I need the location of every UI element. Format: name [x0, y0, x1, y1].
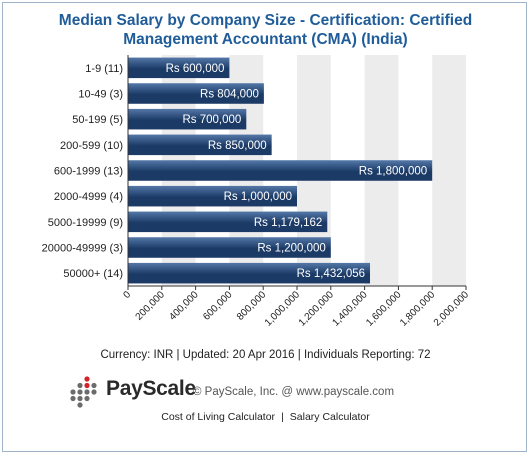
logo-dot: [70, 389, 76, 395]
category-label: 50000+ (14): [63, 268, 123, 280]
category-label: 1-9 (11): [85, 63, 123, 75]
bar: [128, 57, 230, 79]
logo-dot: [84, 376, 90, 382]
salary-calculator-link[interactable]: Salary Calculator: [289, 411, 370, 423]
x-tick-label: 1,600,000: [364, 289, 404, 329]
bar: [128, 211, 328, 233]
x-tick-label: 1,400,000: [330, 289, 370, 329]
bar-value-label: Rs 1,179,162: [254, 217, 322, 229]
logo-dot: [84, 382, 90, 389]
bar-value-label: Rs 1,800,000: [359, 166, 427, 178]
bar: [128, 262, 371, 284]
bar-value-label: Rs 1,200,000: [257, 243, 325, 255]
x-tick-label: 200,000: [134, 289, 168, 323]
category-label: 600-1999 (13): [54, 166, 123, 178]
plot-band: [432, 55, 466, 286]
bar: [128, 134, 272, 156]
chart-frame: Median Salary by Company Size - Certific…: [2, 2, 527, 452]
bar: [128, 108, 247, 130]
report-meta: Currency: INR | Updated: 20 Apr 2016 | I…: [100, 349, 431, 361]
x-tick-label: 1,800,000: [398, 289, 438, 329]
bar-value-label: Rs 600,000: [166, 63, 225, 75]
chart-title-line-1: Median Salary by Company Size - Certific…: [58, 12, 473, 29]
x-tick-label: 1,000,000: [263, 289, 303, 329]
bar: [128, 237, 331, 258]
logo-dot: [77, 402, 83, 408]
logo-dot: [77, 395, 83, 402]
x-tick-label: 800,000: [235, 289, 269, 323]
x-tick-label: 0: [121, 289, 133, 301]
cost-of-living-link[interactable]: Cost of Living Calculator: [161, 411, 276, 423]
link-separator: |: [281, 411, 284, 423]
category-label: 5000-19999 (9): [48, 217, 123, 229]
logo-dot: [84, 395, 90, 402]
category-label: 200-599 (10): [60, 140, 123, 152]
bar-value-label: Rs 700,000: [182, 114, 241, 126]
bar-value-label: Rs 1,000,000: [224, 191, 292, 203]
category-label: 10-49 (3): [78, 89, 123, 101]
logo-dot: [84, 389, 90, 395]
logo-dot: [91, 382, 97, 389]
category-label: 20000-49999 (3): [42, 243, 123, 255]
bar: [128, 185, 297, 207]
bar-value-label: Rs 1,432,056: [297, 268, 365, 280]
x-tick-label: 600,000: [201, 289, 235, 323]
chart-title-line-2: Management Accountant (CMA) (India): [123, 31, 408, 48]
bar: [128, 83, 264, 104]
logo-dot: [77, 389, 83, 395]
bar: [128, 160, 433, 181]
x-tick-label: 2,000,000: [432, 289, 472, 329]
logo-dot: [91, 389, 97, 395]
x-tick-label: 1,200,000: [297, 289, 337, 329]
bar-value-label: Rs 804,000: [200, 89, 259, 101]
x-tick-label: 400,000: [167, 289, 201, 323]
chart-title: Median Salary by Company Size - Certific…: [3, 11, 528, 49]
category-label: 2000-4999 (4): [54, 191, 123, 203]
copyright-text: © PayScale, Inc. @ www.payscale.com: [193, 386, 395, 398]
logo-dot: [77, 382, 83, 389]
salary-bar-chart: Rs 600,000 1-9 (11) Rs 804,000 10-49 (3) Rs …: [42, 55, 472, 329]
payscale-dot-grid-icon: [70, 376, 97, 408]
payscale-brand: PayScale: [106, 377, 196, 400]
category-label: 50-199 (5): [72, 114, 123, 126]
logo-dot: [70, 395, 76, 402]
bar-value-label: Rs 850,000: [208, 140, 267, 152]
footer-links: Cost of Living Calculator | Salary Calcula…: [3, 411, 528, 423]
